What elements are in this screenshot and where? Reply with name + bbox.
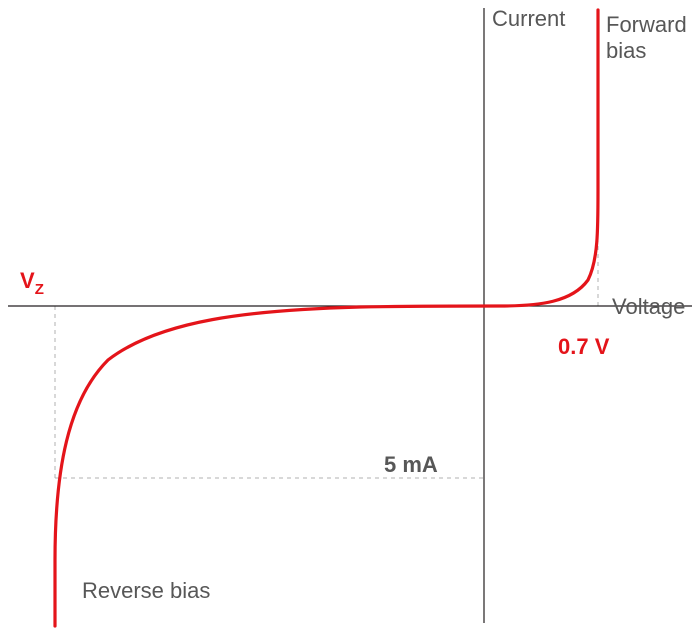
y-axis-title: Current (492, 6, 565, 31)
reverse-bias-label: Reverse bias (82, 578, 210, 603)
forward-bias-label-line1: Forward (606, 12, 687, 37)
vz-label: VZ (20, 268, 44, 298)
forward-bias-label-line2: bias (606, 38, 646, 63)
zener-iv-curve-chart: Current Voltage Forward bias Reverse bia… (0, 0, 700, 631)
vz-label-sub: Z (35, 281, 44, 298)
vz-label-main: V (20, 268, 35, 293)
x-axis-title: Voltage (612, 294, 685, 319)
iv-curve (55, 10, 598, 626)
test-current-label: 5 mA (384, 452, 438, 477)
forward-knee-voltage-label: 0.7 V (558, 334, 610, 359)
